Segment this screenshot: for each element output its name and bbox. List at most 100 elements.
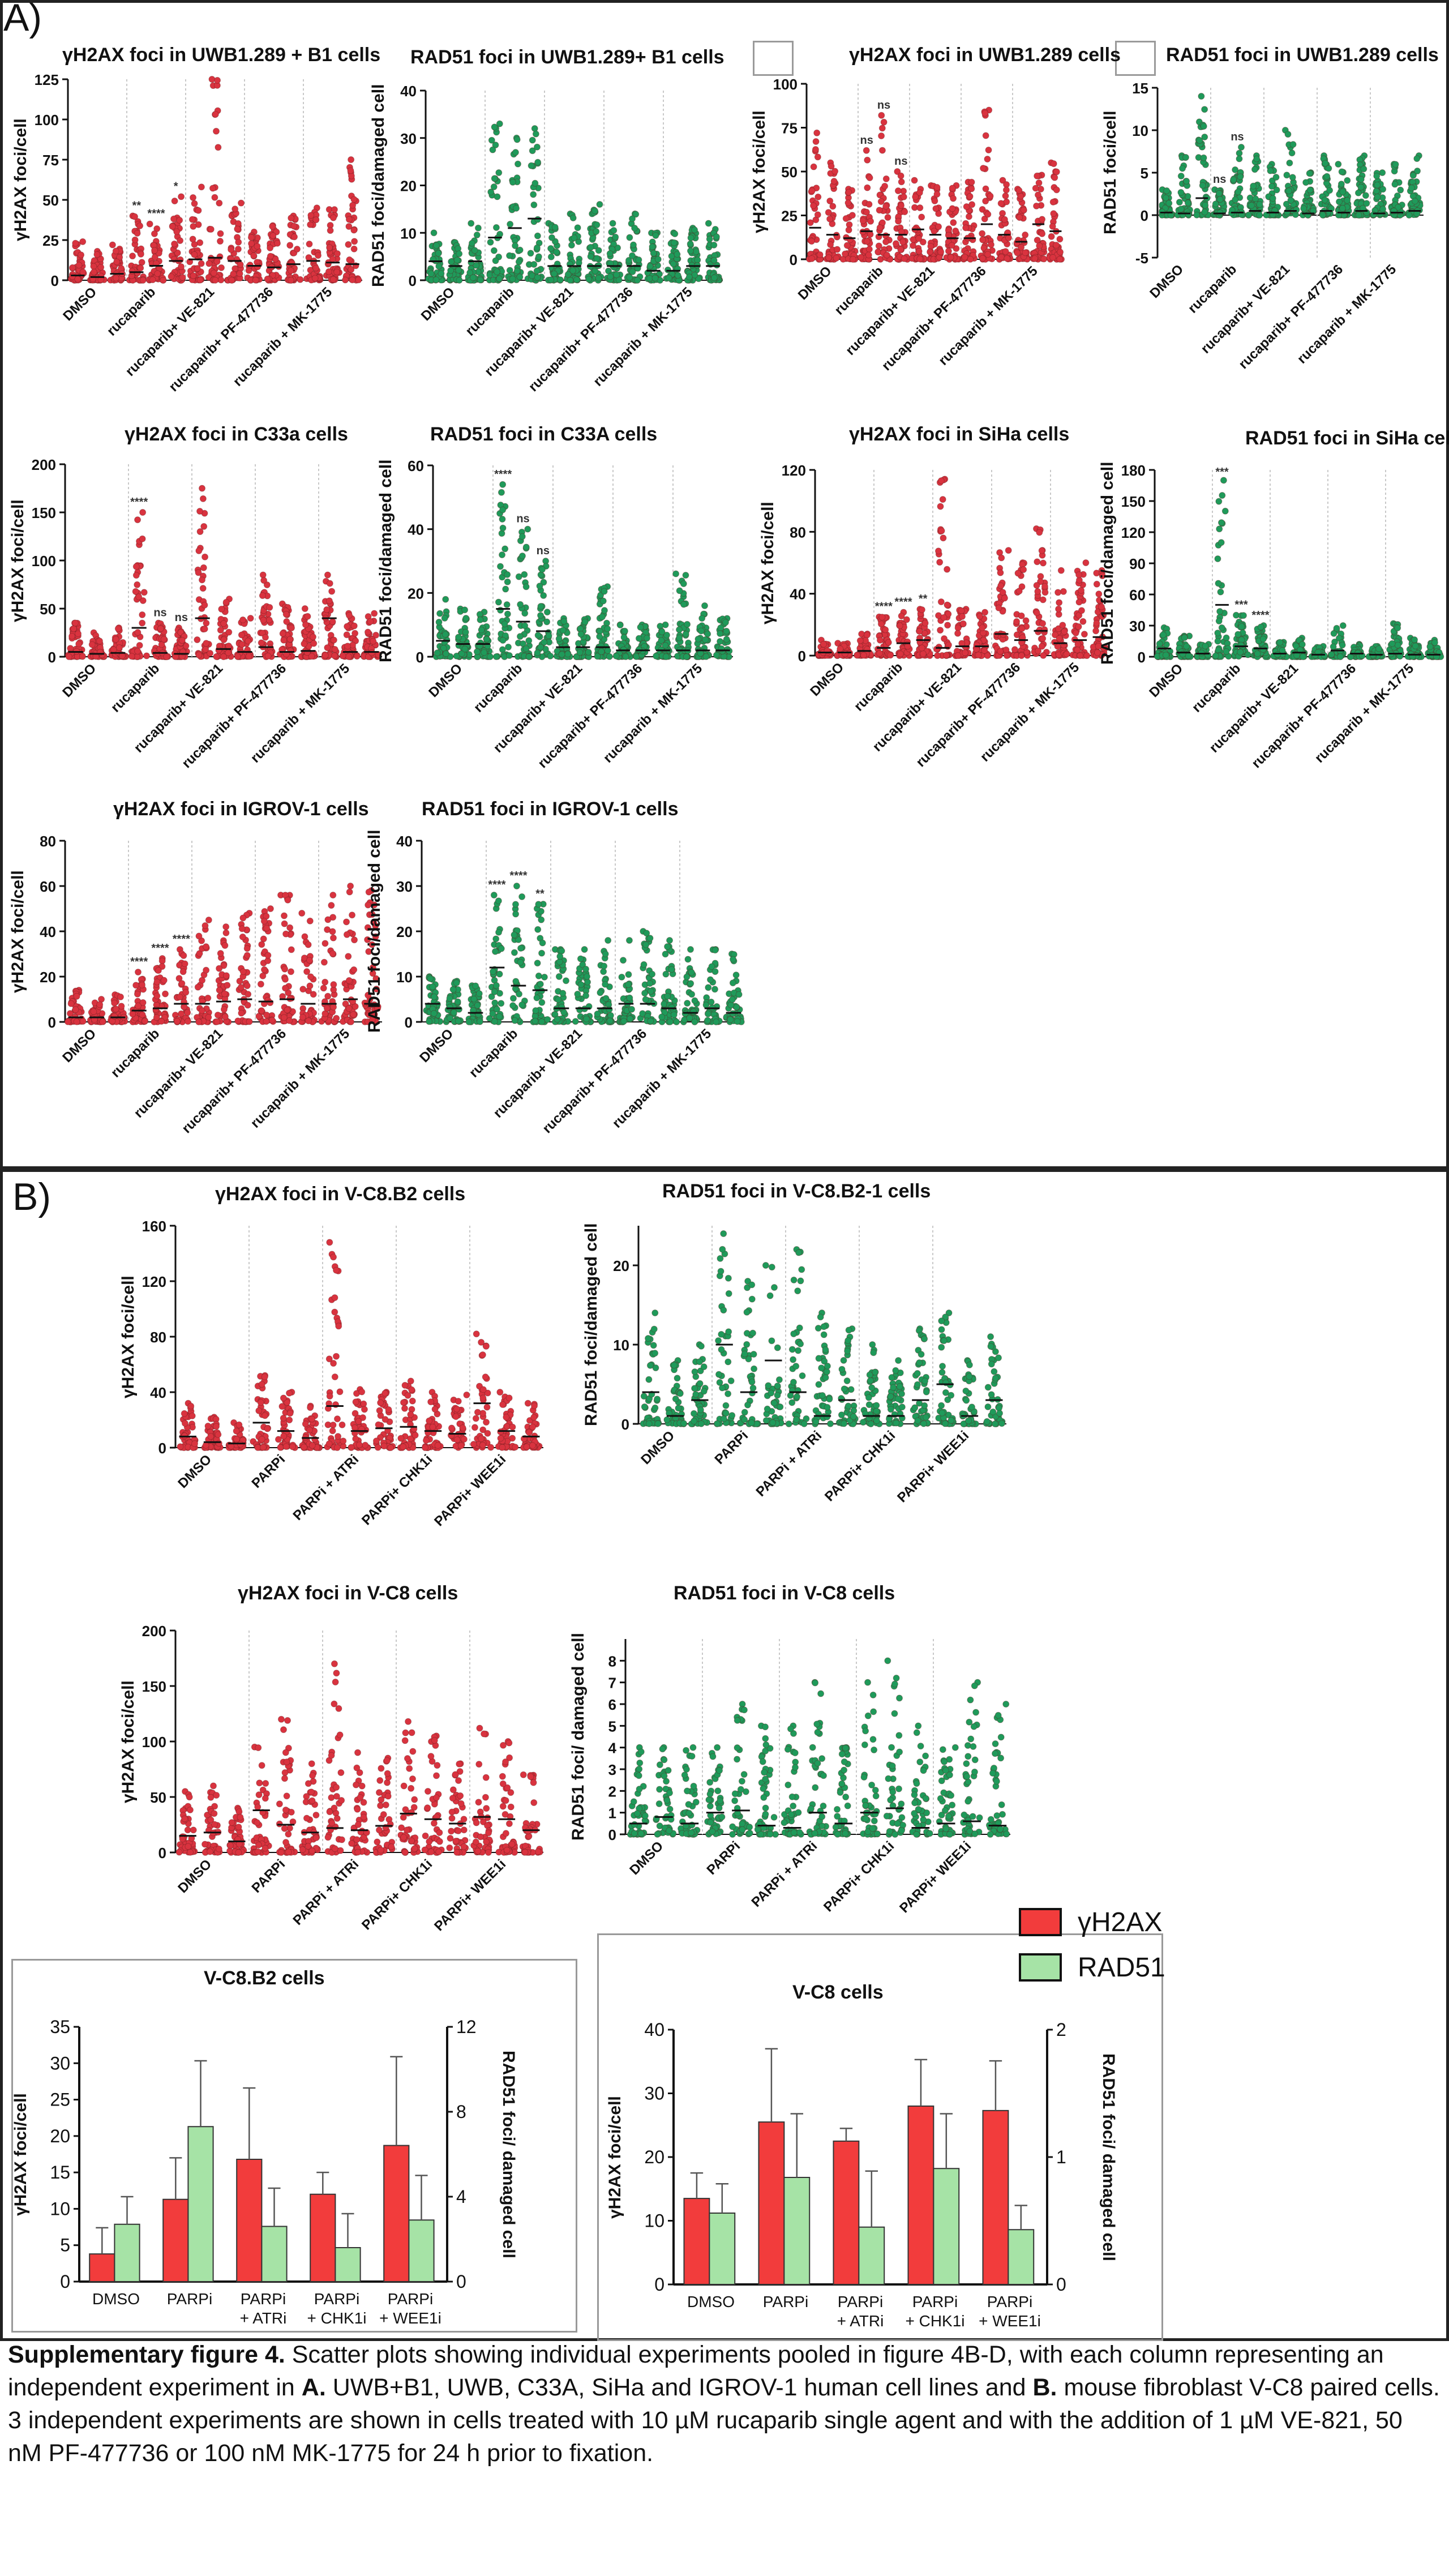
data-point — [556, 276, 564, 284]
data-point — [216, 199, 223, 207]
data-point — [1293, 206, 1300, 213]
legend-box-placeholder — [753, 41, 794, 76]
data-point — [177, 237, 184, 244]
data-point — [649, 243, 656, 250]
data-point — [551, 224, 559, 231]
data-point — [628, 252, 636, 259]
data-point — [867, 217, 874, 225]
data-point — [987, 241, 994, 249]
data-point — [704, 630, 711, 637]
data-point — [604, 647, 611, 654]
data-point — [1034, 191, 1041, 199]
data-point — [1005, 547, 1012, 554]
data-point — [178, 193, 185, 200]
y-tick-label: 40 — [400, 83, 417, 100]
data-point — [547, 652, 554, 660]
data-point — [876, 224, 884, 232]
data-point — [910, 236, 917, 243]
data-point — [901, 255, 908, 262]
data-point — [1075, 623, 1082, 630]
data-point — [1273, 186, 1280, 194]
data-point — [534, 273, 541, 281]
data-point — [348, 266, 355, 273]
data-point — [540, 592, 547, 599]
data-point — [325, 268, 332, 275]
data-point — [695, 635, 702, 643]
data-point — [436, 610, 444, 617]
data-point — [865, 246, 873, 253]
data-point — [595, 247, 602, 254]
panel-a-letter: A) — [3, 0, 42, 39]
data-point — [202, 646, 209, 653]
data-point — [326, 580, 333, 587]
y-tick-label: 60 — [408, 457, 424, 474]
data-point — [1162, 652, 1169, 659]
group-label: rucaparib + MK-1775 — [936, 263, 1041, 369]
data-point — [171, 240, 178, 247]
data-point — [307, 212, 315, 219]
data-point — [981, 109, 989, 117]
data-point — [825, 254, 833, 262]
data-point — [878, 147, 886, 154]
data-point — [882, 203, 890, 210]
data-point — [1357, 176, 1365, 183]
data-point — [477, 616, 484, 623]
data-point — [430, 229, 438, 237]
y-tick-label: 50 — [781, 164, 798, 181]
significance-annotation: **** — [130, 496, 148, 508]
data-point — [880, 118, 888, 126]
data-point — [509, 178, 516, 186]
data-point — [687, 247, 694, 255]
data-point — [968, 178, 975, 186]
data-point — [435, 263, 443, 270]
data-point — [1287, 196, 1294, 204]
data-point — [1245, 211, 1253, 219]
data-point — [808, 238, 815, 245]
data-point — [502, 585, 509, 593]
data-point — [604, 625, 611, 632]
data-point — [139, 597, 147, 604]
data-point — [210, 269, 217, 277]
data-point — [1411, 198, 1418, 205]
data-point — [722, 619, 729, 626]
data-point — [516, 246, 524, 254]
data-point — [1056, 599, 1063, 606]
y-tick-label: 120 — [1121, 524, 1146, 541]
data-point — [330, 636, 337, 644]
data-point — [607, 273, 614, 280]
group-label: rucaparib+ VE-821 — [843, 263, 938, 358]
data-point — [1289, 174, 1296, 181]
data-point — [324, 571, 331, 579]
data-point — [672, 570, 680, 577]
data-point — [139, 276, 147, 284]
data-point — [676, 587, 683, 594]
data-point — [497, 606, 504, 614]
data-point — [1184, 199, 1191, 207]
data-point — [662, 653, 670, 660]
data-point — [968, 185, 975, 192]
data-point — [1408, 184, 1415, 191]
data-point — [288, 259, 295, 267]
data-point — [915, 247, 923, 255]
data-point — [1156, 640, 1163, 648]
data-point — [530, 260, 538, 268]
data-point — [216, 238, 224, 245]
data-point — [585, 648, 592, 656]
data-point — [1214, 630, 1221, 637]
data-point — [496, 275, 503, 283]
data-point — [250, 252, 258, 259]
data-point — [304, 613, 311, 620]
data-point — [828, 162, 835, 170]
data-point — [1096, 597, 1103, 604]
data-point — [692, 248, 700, 255]
data-point — [1373, 172, 1381, 179]
y-tick-label: 75 — [781, 120, 798, 137]
group-label: DMSO — [807, 660, 847, 699]
data-point — [887, 652, 894, 659]
data-point — [878, 112, 885, 119]
data-point — [321, 652, 329, 659]
significance-annotation: ** — [132, 199, 142, 212]
data-point — [178, 637, 186, 644]
